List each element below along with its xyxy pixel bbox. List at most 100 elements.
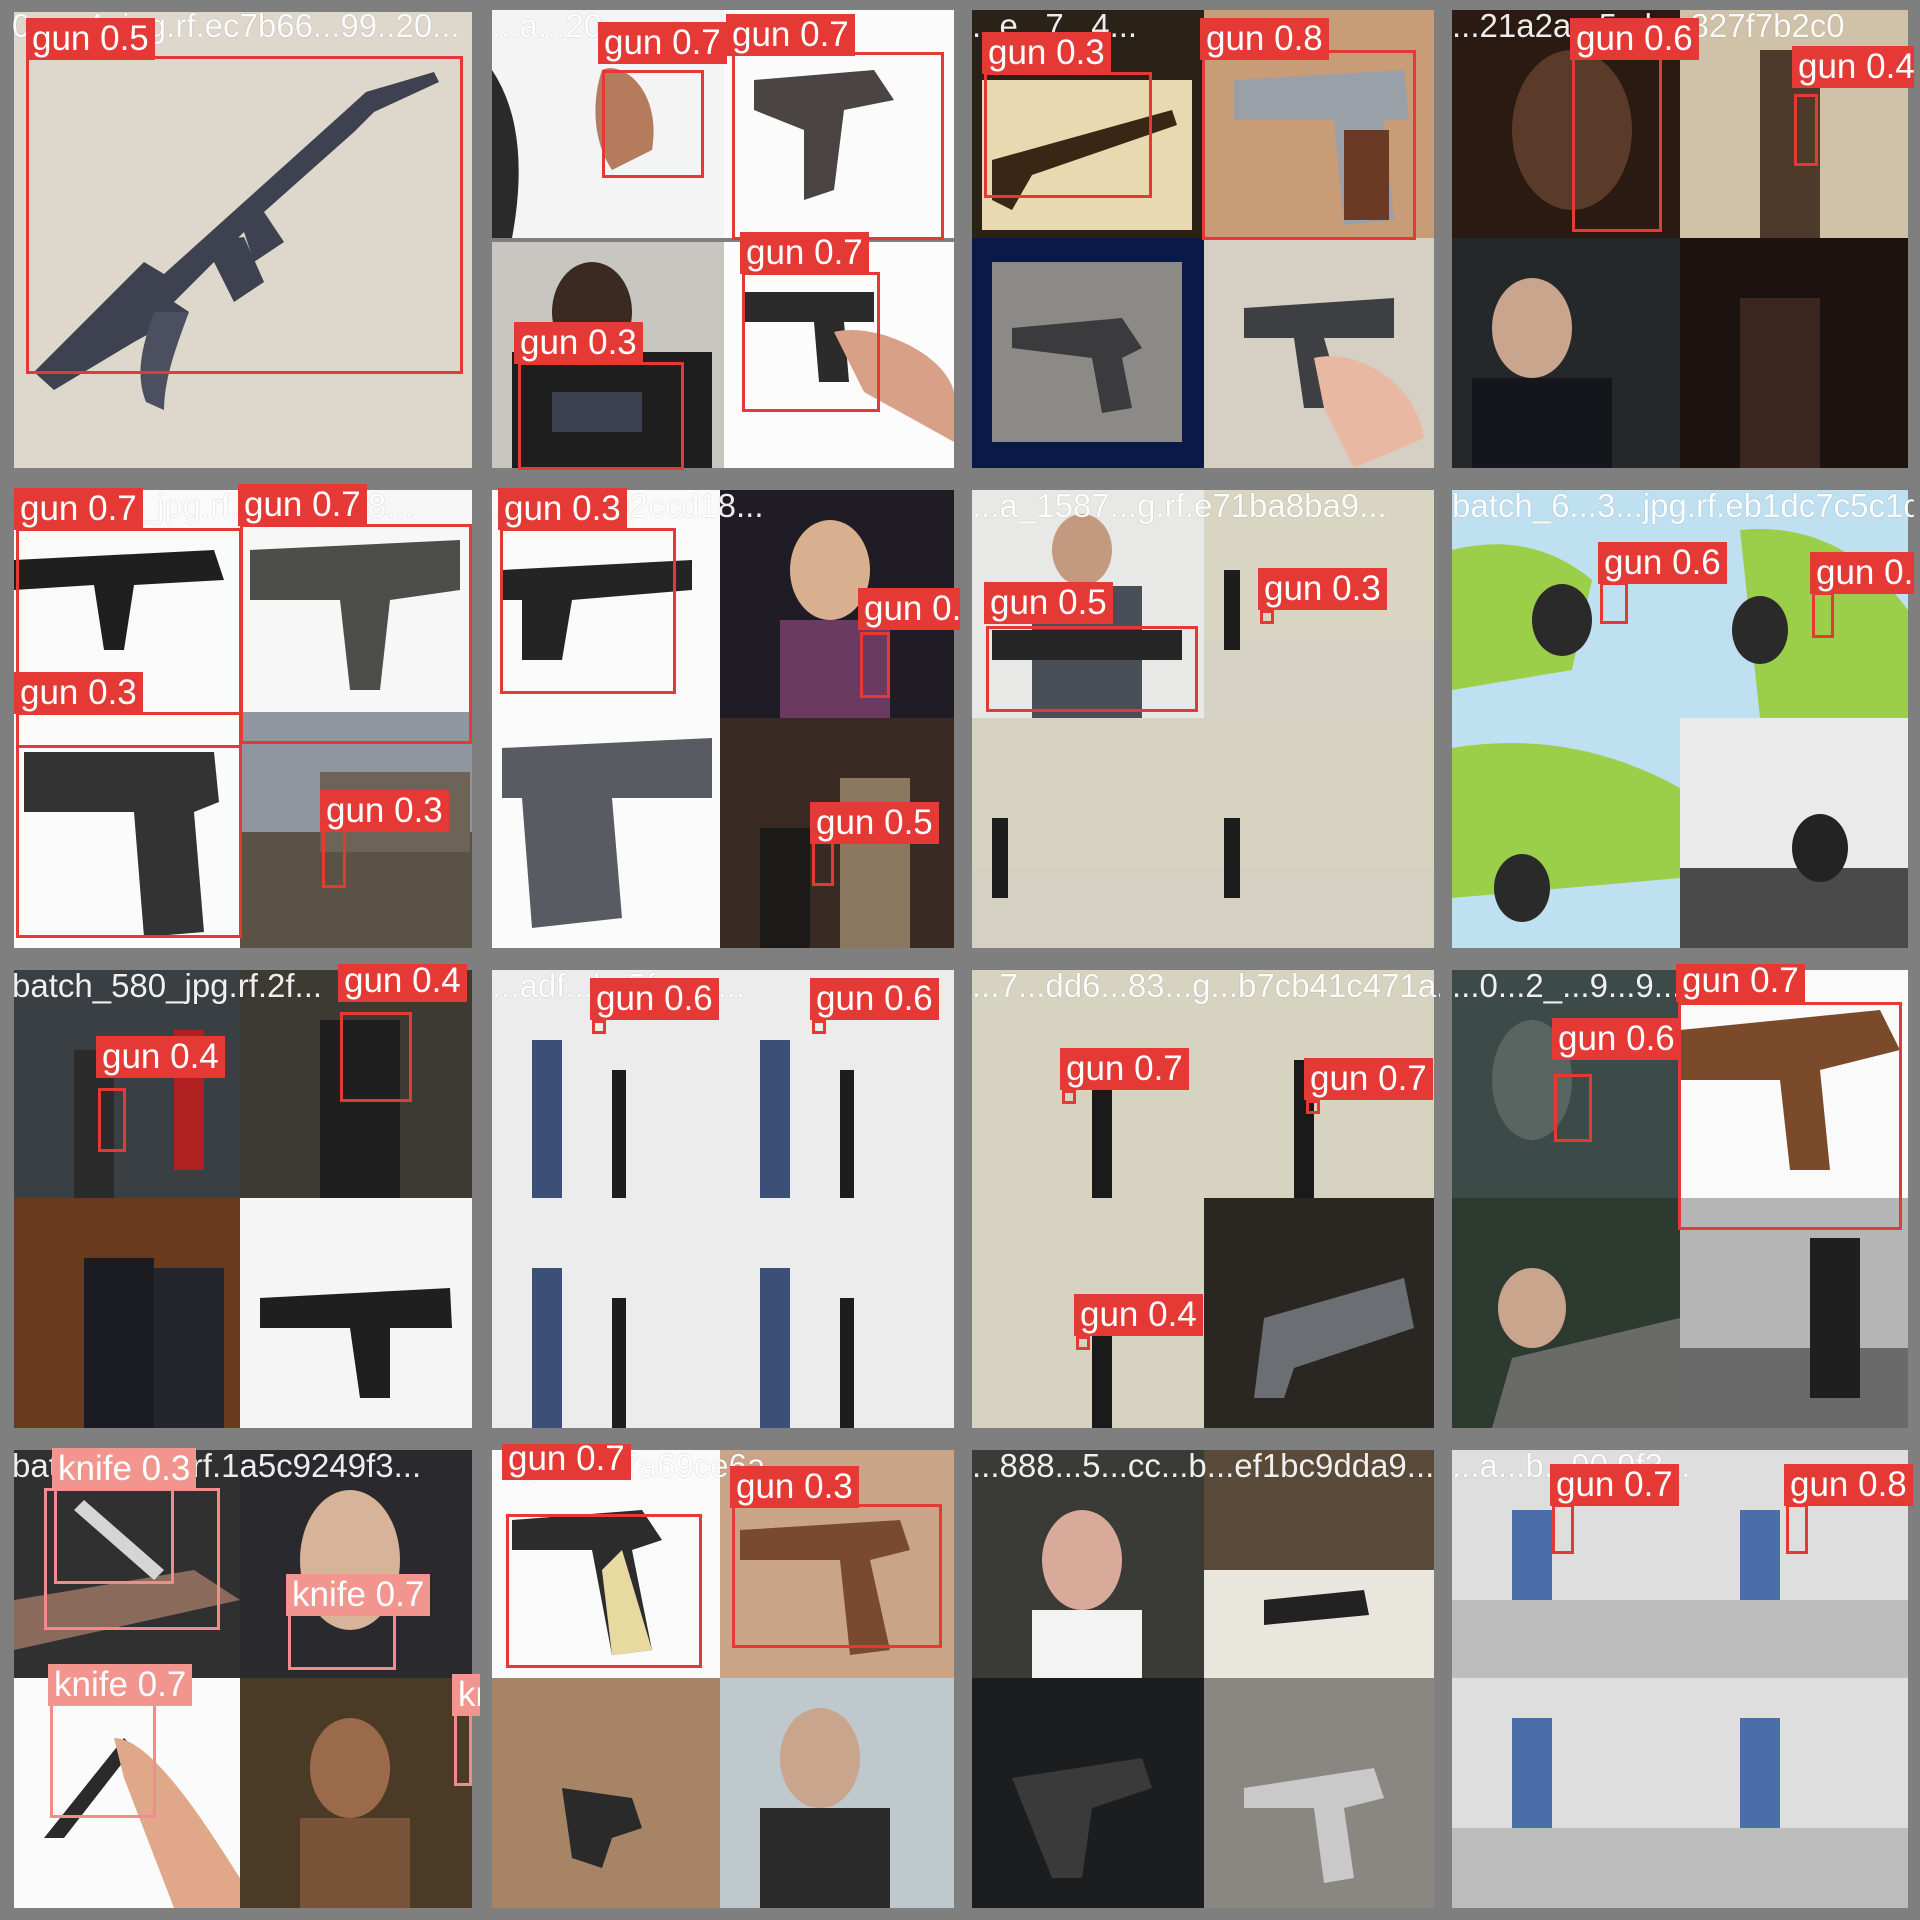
tile-man-suit (1452, 238, 1680, 468)
mosaic-cell-16: gun 0.7 gun 0.8 ...a...b...90.9f3... (1446, 1444, 1914, 1914)
gun-bounding-box (98, 1088, 126, 1152)
knife-bounding-box (288, 1612, 396, 1670)
gun-bounding-box (16, 712, 242, 938)
tile-indoor-2 (240, 970, 472, 1198)
detection-label: gun 0.4 (1792, 46, 1914, 88)
detection-label: gun 0.6 (590, 978, 719, 1020)
gun-bounding-box (602, 70, 704, 178)
tile-store-4 (1680, 1678, 1908, 1908)
gun-bounding-box (1076, 1336, 1090, 1350)
knife-bounding-box (44, 1488, 220, 1630)
gun-bounding-box (1786, 1504, 1808, 1554)
detection-label: gun 0.6 (810, 978, 939, 1020)
tile-counter-gun (1204, 1450, 1434, 1678)
gun-bounding-box (340, 1012, 412, 1102)
detection-label: gun 0.7 (726, 14, 855, 56)
image-filename: ...888...5...cc...b...ef1bc9dda9... (972, 1447, 1435, 1484)
detection-label: gun 0.3 (498, 488, 627, 530)
tile-rifle-grenade (240, 490, 472, 712)
tile-revolver-blue (972, 238, 1204, 468)
detection-label: gun 0.7 (1304, 1058, 1433, 1100)
mosaic-cell-4: gun 0.6 gun 0.4 ...21a2a...5...b...827f7… (1446, 4, 1914, 474)
detection-label: gun 0.6 (1552, 1018, 1681, 1060)
gun-bounding-box (1554, 1074, 1592, 1142)
detection-label: gun 0.3 (1258, 568, 1387, 610)
tile-large-pistol (14, 712, 240, 948)
detection-label: knife 0.3 (52, 1448, 197, 1490)
detection-label: gun 0.3 (320, 790, 449, 832)
mosaic-cell-3: gun 0.3 gun 0.8 ...e...7...4... (966, 4, 1440, 474)
tile-map-1 (1452, 490, 1680, 718)
mosaic-cell-12: gun 0.6 gun 0.7 ...0...2_...9...9...a0e.… (1446, 964, 1914, 1434)
tile-old-pistol (492, 718, 720, 948)
gun-bounding-box (1678, 1002, 1902, 1230)
detection-label: gun 0.3 (982, 32, 1111, 74)
gun-bounding-box (732, 1504, 942, 1648)
tile-lab-4 (720, 1198, 954, 1428)
image-filename: ...7...dd6...83...g...b7cb41c471a... (972, 967, 1440, 1004)
detection-label: gun 0.7 (14, 488, 143, 530)
mosaic-cell-5: gun 0.7 gun 0.7 gun 0.3 gun 0.3 batch_..… (6, 484, 480, 954)
tile-dark-room (1680, 238, 1908, 468)
gun-bounding-box (1600, 582, 1628, 624)
gun-bounding-box (984, 72, 1152, 198)
detection-label: gun 0.8 (1784, 1464, 1913, 1506)
tile-pistol-red-nails (1204, 238, 1434, 468)
gun-bounding-box (1794, 94, 1818, 166)
detection-label: gun 0.6 (1598, 542, 1727, 584)
image-filename: batch_6...3...jpg.rf.eb1dc7c5c1d (1452, 487, 1914, 524)
tile-map-3 (1452, 718, 1680, 948)
tile-lab-3 (492, 1198, 720, 1428)
detection-label: gun 0.7 (1550, 1464, 1679, 1506)
mosaic-cell-2: gun 0.7 gun 0.7 gun 0.3 gun 0.7 ...a...2… (486, 4, 960, 474)
detection-label: gun 0.4 (1074, 1294, 1203, 1336)
detection-label: knife 0.7 (286, 1574, 431, 1616)
tile-hallway-3 (1204, 718, 1434, 948)
tile-rifle-on-carpet (14, 12, 472, 468)
gun-bounding-box (986, 626, 1198, 712)
detection-label: gun 0.7 (598, 22, 727, 64)
detection-label: gun 0. (1810, 552, 1914, 594)
gun-bounding-box (812, 1020, 826, 1034)
gun-bounding-box (1260, 610, 1274, 624)
detection-label: gun 0.8 (1200, 18, 1329, 60)
tile-exhibit (1680, 718, 1908, 948)
knife-bounding-box (50, 1702, 156, 1818)
detection-label: gun 0.6 (1570, 18, 1699, 60)
mosaic-cell-13: knife 0.3 knife 0.7 knife 0.7 knife 0.5 … (6, 1444, 480, 1914)
tile-woman-scene (720, 490, 954, 718)
mosaic-cell-1: gun 0.5 0___4_jpg.rf.ec7b66...99..20... (6, 4, 480, 474)
detection-label: gun 0.3 (514, 322, 643, 364)
tile-wood-rifle (1680, 970, 1908, 1198)
tile-mp5 (240, 1198, 472, 1428)
detection-label: gun 0.4 (338, 964, 467, 1002)
image-filename: ...a_1587...g.rf.e71ba8ba9... (972, 487, 1387, 524)
detection-label: gun 0.7 (1676, 964, 1805, 1002)
detection-label: gun 0.5 (26, 18, 155, 60)
tile-bw-shooter (1680, 1198, 1908, 1428)
gun-bounding-box (240, 524, 472, 744)
detection-label: knife 0.5 (452, 1674, 480, 1716)
gun-bounding-box (26, 56, 463, 374)
tile-man-aiming (720, 1678, 954, 1908)
mosaic-cell-6: gun 0.3 gun 0.6 gun 0.5 ...4a...f692ccd1… (486, 484, 960, 954)
mosaic-cell-8: gun 0.6 gun 0. batch_6...3...jpg.rf.eb1d… (1446, 484, 1914, 954)
gun-bounding-box (506, 1514, 702, 1668)
detection-label: gun 0.5 (810, 802, 939, 844)
tile-ground-pistol (492, 1678, 720, 1908)
gun-bounding-box (518, 362, 684, 470)
gun-bounding-box (812, 840, 834, 886)
detection-label: gun 0.7 (1060, 1048, 1189, 1090)
tile-pistol-hand (724, 242, 954, 468)
mosaic-cell-15: ...888...5...cc...b...ef1bc9dda9... (966, 1444, 1440, 1914)
detection-label: gun 0.7 (502, 1444, 631, 1480)
mosaic-cell-14: gun 0.7 gun 0.3 ...g...f...57a69ce6a... (486, 1444, 960, 1914)
tile-warrior (240, 1678, 472, 1908)
mosaic-cell-9: gun 0.4 gun 0.4 batch_580_jpg.rf.2f... (6, 964, 480, 1434)
mosaic-cell-7: gun 0.5 gun 0.3 ...a_1587...g.rf.e71ba8b… (966, 484, 1440, 954)
mosaic-cell-11: gun 0.7 gun 0.7 gun 0.4 ...7...dd6...83.… (966, 964, 1440, 1434)
tile-revolver-gravel (1204, 1678, 1434, 1908)
detection-label: knife 0.7 (48, 1664, 193, 1706)
image-filename: batch_580_jpg.rf.2f... (12, 967, 323, 1004)
tile-pistol-dark (1204, 1198, 1434, 1428)
